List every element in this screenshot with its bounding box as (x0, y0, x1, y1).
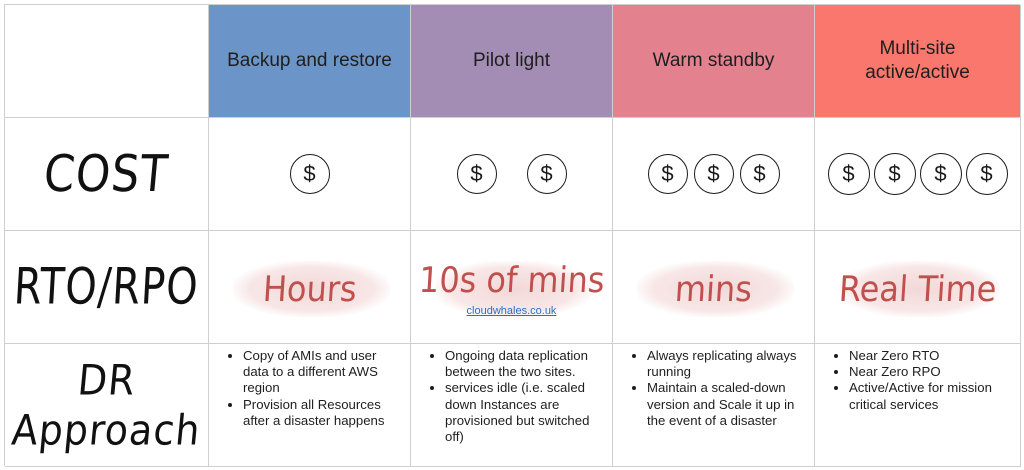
header-warm-standby: Warm standby (613, 5, 815, 118)
header-label: Pilot light (472, 50, 551, 71)
coin-group: $ $ $ (613, 118, 814, 230)
cost-warm: $ $ $ (613, 118, 815, 231)
dr-label-line1: DR (75, 355, 138, 405)
dollar-coin-icon: $ (526, 154, 567, 194)
dollar-coin-icon: $ (739, 154, 780, 194)
header-label: Backup and restore (227, 50, 392, 71)
cost-multisite: $ $ $ $ (815, 118, 1021, 231)
dollar-coin-icon: $ (456, 154, 497, 194)
header-multi-site: Multi-site active/active (815, 5, 1021, 118)
list-item: Near Zero RTO (849, 348, 1014, 364)
header-pilot-light: Pilot light (411, 5, 613, 118)
header-backup-and-restore: Backup and restore (209, 5, 411, 118)
coin-group: $ (209, 118, 410, 230)
list-item: Always replicating always running (647, 348, 808, 380)
dollar-coin-icon: $ (289, 154, 330, 194)
list-item: Maintain a scaled-down version and Scale… (647, 380, 808, 429)
dr-strategy-table: Backup and restore Pilot light Warm stan… (4, 4, 1021, 467)
list-item: Provision all Resources after a disaster… (243, 397, 404, 429)
dollar-coin-icon: $ (873, 153, 916, 195)
rto-value: Hours (261, 268, 358, 310)
bullet-list: Near Zero RTO Near Zero RPO Active/Activ… (815, 344, 1020, 413)
dr-multisite: Near Zero RTO Near Zero RPO Active/Activ… (815, 344, 1021, 467)
rto-value: mins (673, 268, 754, 310)
dollar-coin-icon: $ (827, 153, 870, 195)
dollar-coin-icon: $ (647, 154, 688, 194)
header-label: Warm standby (652, 50, 775, 71)
list-item: services idle (i.e. scaled down Instance… (445, 380, 606, 445)
dr-warm: Always replicating always running Mainta… (613, 344, 815, 467)
rto-warm: mins (613, 231, 815, 344)
bullet-list: Always replicating always running Mainta… (613, 344, 814, 429)
cost-backup: $ (209, 118, 411, 231)
row-label-cost: COST (5, 118, 209, 231)
coin-group: $ $ $ $ (815, 118, 1020, 230)
dollar-coin-icon: $ (693, 154, 734, 194)
highlight-brush (435, 261, 592, 317)
bullet-list: Ongoing data replication between the two… (411, 344, 612, 445)
corner-cell (5, 5, 209, 118)
list-item: Near Zero RPO (849, 364, 1014, 380)
watermark-link[interactable]: cloudwhales.co.uk (466, 305, 557, 317)
row-label-dr-approach: DR Approach (5, 344, 209, 467)
dollar-coin-icon: $ (965, 153, 1008, 195)
dr-label-line2: Approach (9, 405, 204, 455)
cost-pilot: $ $ (411, 118, 613, 231)
rto-value: 10s of mins (417, 259, 606, 301)
bullet-list: Copy of AMIs and user data to a differen… (209, 344, 410, 429)
highlight-brush (637, 261, 794, 317)
rto-backup: Hours (209, 231, 411, 344)
dr-pilot: Ongoing data replication between the two… (411, 344, 613, 467)
cost-label-text: COST (41, 144, 172, 204)
dollar-coin-icon: $ (919, 153, 962, 195)
list-item: Active/Active for mission critical servi… (849, 380, 1014, 412)
row-label-rto-rpo: RTO/RPO (5, 231, 209, 344)
list-item: Copy of AMIs and user data to a differen… (243, 348, 404, 397)
coin-group: $ $ (411, 118, 612, 230)
rto-pilot: 10s of mins cloudwhales.co.uk (411, 231, 613, 344)
list-item: Ongoing data replication between the two… (445, 348, 606, 380)
highlight-brush (839, 261, 1000, 317)
rto-value: Real Time (837, 268, 998, 310)
highlight-brush (233, 261, 390, 317)
rto-label-text: RTO/RPO (12, 258, 201, 316)
dr-backup: Copy of AMIs and user data to a differen… (209, 344, 411, 467)
rto-multisite: Real Time (815, 231, 1021, 344)
header-label: Multi-site active/active (865, 38, 970, 83)
